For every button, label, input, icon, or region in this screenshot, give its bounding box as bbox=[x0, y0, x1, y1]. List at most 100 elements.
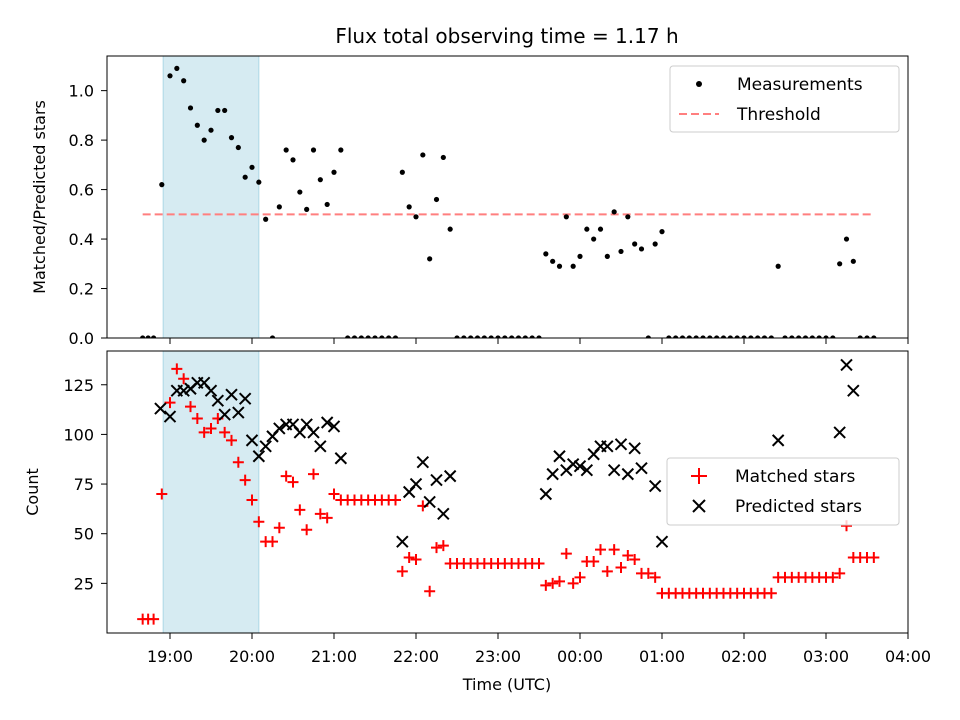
matched-star-point bbox=[629, 554, 641, 566]
measurement-point bbox=[802, 335, 809, 338]
measurement-point bbox=[645, 335, 651, 338]
measurement-point bbox=[222, 107, 228, 114]
bottom-legend-box bbox=[666, 457, 900, 526]
measurement-point bbox=[659, 229, 665, 235]
predicted-star-point bbox=[314, 440, 327, 453]
top-legend-box bbox=[669, 65, 900, 133]
predicted-star-point bbox=[628, 442, 641, 455]
measurement-point bbox=[563, 214, 569, 220]
measurement-point bbox=[857, 335, 863, 338]
matched-star-point bbox=[403, 552, 415, 564]
matched-star-point bbox=[226, 434, 237, 446]
measurement-point bbox=[201, 137, 207, 143]
measurement-point bbox=[159, 182, 165, 188]
matched-star-point bbox=[148, 613, 160, 625]
measurement-point bbox=[338, 147, 344, 153]
measurement-point bbox=[550, 258, 556, 264]
measurement-point bbox=[796, 335, 802, 338]
measurement-point bbox=[242, 174, 248, 180]
measurement-point bbox=[604, 253, 610, 259]
predicted-star-point bbox=[648, 479, 662, 493]
measurement-point bbox=[440, 154, 446, 161]
top-y-axis: 0.0 0.2 0.4 0.6 0.8 1.0 bbox=[69, 82, 107, 348]
measurement-point bbox=[310, 147, 317, 153]
top-highlight-span bbox=[162, 55, 260, 339]
predicted-star-point bbox=[573, 459, 587, 473]
predicted-star-point bbox=[580, 463, 594, 477]
measurement-point bbox=[256, 179, 262, 185]
matched-star-point bbox=[253, 516, 265, 528]
predicted-star-point bbox=[396, 535, 409, 548]
measurement-point bbox=[577, 253, 583, 259]
measurement-point bbox=[679, 335, 686, 338]
top-axes-frame bbox=[106, 55, 909, 339]
measurement-point bbox=[816, 335, 822, 338]
predicted-star-point bbox=[320, 416, 334, 429]
measurement-point bbox=[843, 236, 850, 242]
matched-star-point bbox=[308, 468, 319, 480]
matched-star-point bbox=[191, 413, 203, 425]
predicted-star-point bbox=[614, 438, 628, 451]
measurement-point bbox=[317, 177, 323, 183]
measurement-point bbox=[167, 73, 173, 79]
bottom-plot-area bbox=[137, 358, 880, 625]
predicted-star-point bbox=[437, 507, 450, 521]
predicted-star-point bbox=[655, 535, 669, 548]
measurement-point bbox=[194, 122, 200, 128]
measurement-point bbox=[392, 335, 399, 338]
top-y-axis-label: Matched/Predicted stars bbox=[30, 100, 49, 294]
predicted-star-point bbox=[154, 402, 167, 415]
measurement-point bbox=[638, 246, 645, 252]
matched-star-point bbox=[410, 554, 422, 566]
measurement-point bbox=[433, 196, 440, 203]
predicted-star-point bbox=[218, 408, 231, 421]
measurement-point bbox=[720, 335, 727, 338]
legend-measurements-label: Measurements bbox=[737, 75, 863, 95]
measurement-point bbox=[714, 335, 720, 338]
x-tick-label: 03:00 bbox=[803, 647, 849, 666]
measurement-point bbox=[748, 335, 754, 338]
matched-star-point bbox=[595, 544, 606, 556]
top-ytick-label: 0.2 bbox=[69, 280, 94, 299]
predicted-star-point bbox=[225, 388, 238, 401]
measurement-point bbox=[761, 335, 768, 338]
matched-star-point bbox=[178, 373, 190, 385]
measurement-point bbox=[652, 241, 658, 247]
measurement-point bbox=[215, 107, 221, 114]
predicted-star-point bbox=[607, 463, 621, 477]
bottom-highlight-span bbox=[162, 350, 260, 634]
matched-star-point bbox=[642, 567, 654, 579]
measurement-point bbox=[775, 263, 781, 269]
matched-star-point bbox=[574, 571, 586, 583]
measurement-point bbox=[618, 248, 624, 255]
predicted-star-point bbox=[307, 426, 320, 439]
predicted-star-point bbox=[245, 434, 259, 447]
measurement-point bbox=[871, 335, 877, 338]
measurement-point bbox=[837, 261, 843, 267]
matched-star-point bbox=[321, 512, 333, 524]
measurement-point bbox=[365, 335, 371, 338]
matched-star-point bbox=[314, 508, 326, 520]
matched-star-point bbox=[834, 567, 846, 579]
x-tick-label: 21:00 bbox=[311, 647, 357, 666]
matched-star-point bbox=[765, 587, 777, 599]
matched-star-point bbox=[868, 552, 880, 564]
measurement-point bbox=[297, 189, 303, 195]
measurement-point bbox=[707, 335, 713, 338]
predicted-star-point bbox=[252, 450, 266, 463]
measurement-point bbox=[755, 335, 761, 338]
measurement-point bbox=[529, 335, 535, 338]
measurement-point bbox=[235, 144, 241, 151]
measurement-point bbox=[187, 105, 194, 111]
measurement-point bbox=[276, 204, 282, 210]
predicted-star-point bbox=[409, 477, 423, 491]
x-tick-label: 02:00 bbox=[721, 647, 767, 666]
measurement-point bbox=[632, 241, 638, 247]
measurement-point bbox=[181, 78, 187, 84]
matched-star-point bbox=[649, 571, 661, 583]
measurement-point bbox=[420, 152, 426, 158]
predicted-star-point bbox=[232, 406, 245, 419]
measurement-point bbox=[597, 226, 604, 232]
predicted-star-point bbox=[771, 434, 785, 447]
measurement-point bbox=[447, 226, 453, 232]
